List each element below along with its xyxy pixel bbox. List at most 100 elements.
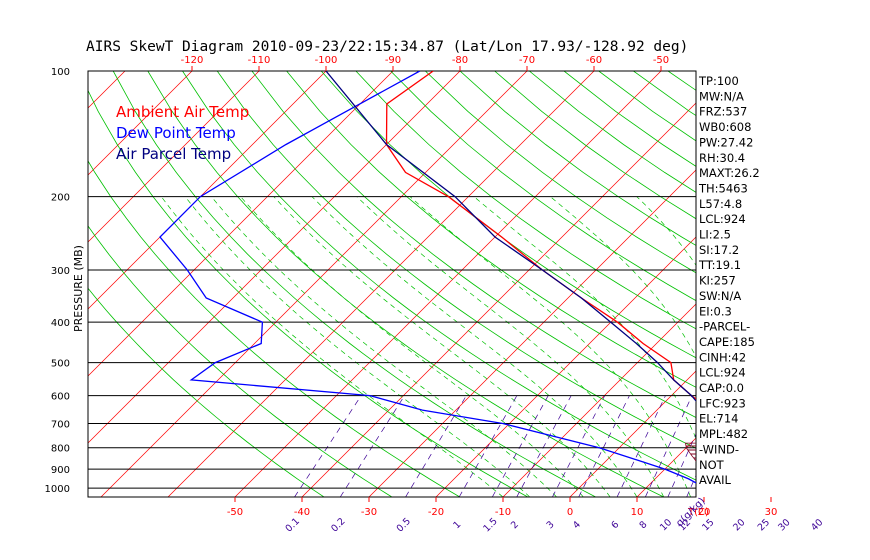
moist-adiabat-line xyxy=(311,196,638,497)
bottom-temp-label: 20 xyxy=(698,507,711,518)
pressure-tick-label: 700 xyxy=(51,420,70,431)
index-entry: KI:257 xyxy=(699,274,736,288)
top-temp-label: -100 xyxy=(315,55,338,66)
isotherm-line xyxy=(502,303,696,497)
index-entry: LCL:924 xyxy=(699,212,746,226)
mixing-ratio-label: 1.5 xyxy=(481,516,499,534)
top-temp-label: -70 xyxy=(519,55,535,66)
bottom-temp-unit: T(C) xyxy=(687,507,709,518)
legend-entry: Ambient Air Temp xyxy=(116,103,249,121)
y-axis-label: PRESSURE (MB) xyxy=(72,245,85,332)
isotherm-line xyxy=(569,370,696,497)
legend-entry: Air Parcel Temp xyxy=(116,145,231,163)
mixing-ratio-label: 0.1 xyxy=(284,516,302,534)
dry-adiabat-line xyxy=(737,71,870,497)
index-entry: EL:714 xyxy=(699,412,739,426)
isotherm-line xyxy=(88,71,193,176)
dry-adiabat-line xyxy=(772,71,870,497)
cape-shading xyxy=(685,442,696,462)
mixing-ratio-label: 40 xyxy=(809,517,825,533)
bottom-temp-label: 0 xyxy=(567,507,573,518)
top-temp-label: -90 xyxy=(385,55,401,66)
legend: Ambient Air Temp Dew Point Temp Air Parcel… xyxy=(116,103,249,163)
pressure-tick-label: 300 xyxy=(51,266,70,277)
moist-adiabat-line xyxy=(795,197,825,497)
index-entry: PW:27.42 xyxy=(699,135,753,149)
moist-adiabat-line xyxy=(473,196,696,440)
moist-adiabat-line xyxy=(409,196,691,497)
dry-adiabat-line xyxy=(807,71,870,497)
dry-adiabat-line xyxy=(88,160,461,497)
pressure-tick-label: 900 xyxy=(51,465,70,476)
index-entry: -WIND- xyxy=(699,442,739,456)
mixing-ratio-line xyxy=(405,395,467,497)
pressure-tick-label: 800 xyxy=(51,444,70,455)
dry-adiabat-line xyxy=(88,225,393,497)
isotherm-line xyxy=(100,71,528,497)
mixing-ratio-line xyxy=(819,396,854,497)
series-line-0 xyxy=(385,71,696,400)
dry-adiabat-line xyxy=(216,71,696,449)
dry-adiabat-line xyxy=(147,71,664,497)
dry-adiabat-line xyxy=(88,287,325,497)
index-entry: CAP:0.0 xyxy=(699,381,744,395)
dry-adiabat-line xyxy=(320,71,696,359)
bottom-temp-label: -50 xyxy=(227,507,243,518)
mixing-ratio-line xyxy=(578,395,630,497)
mixing-ratio-label: 8 xyxy=(638,519,650,531)
mixing-ratio-line xyxy=(339,395,405,497)
dry-adiabat-line xyxy=(286,71,696,388)
mixing-ratio-line xyxy=(766,396,805,497)
mixing-ratio-label: 4 xyxy=(571,519,583,531)
mixing-ratio-label: 2 xyxy=(509,519,521,531)
index-entry: TP:100 xyxy=(698,74,739,88)
moist-adiabat-line xyxy=(161,196,504,497)
index-entry: SW:N/A xyxy=(699,289,741,303)
mixing-ratio-line xyxy=(491,395,549,497)
mixing-ratio-label: 1 xyxy=(451,519,463,531)
index-entry: RH:30.4 xyxy=(699,151,745,165)
legend-entry: Dew Point Temp xyxy=(116,124,236,142)
mixing-ratio-label: 0.5 xyxy=(395,516,413,534)
series-line-2 xyxy=(325,71,696,402)
dry-adiabat-line xyxy=(390,71,696,302)
index-entry: MAXT:26.2 xyxy=(699,166,760,180)
moist-adiabat-line xyxy=(273,196,611,497)
isotherm-line xyxy=(88,71,461,444)
mixing-ratio-line xyxy=(616,395,666,497)
index-entry: LCL:924 xyxy=(699,366,746,380)
bottom-temp-label: -20 xyxy=(428,507,444,518)
mixing-ratio-line xyxy=(645,395,693,497)
mixing-ratio-label: 0.2 xyxy=(329,516,347,534)
isotherm-line xyxy=(88,71,394,377)
mixing-ratio-label: 10 xyxy=(658,517,674,533)
dry-adiabat-line xyxy=(182,71,696,481)
top-temp-label: -60 xyxy=(586,55,602,66)
pressure-tick-label: 400 xyxy=(51,318,70,329)
mixing-ratio-label: 15 xyxy=(700,517,716,533)
dry-adiabat-line xyxy=(355,71,696,330)
top-temp-label: -110 xyxy=(248,55,271,66)
mixing-ratio-line xyxy=(516,395,572,497)
index-entry: L57:4.8 xyxy=(699,197,742,211)
mixing-ratio-line xyxy=(741,396,781,497)
index-entry: TT:19.1 xyxy=(698,258,741,272)
bottom-temp-label: -30 xyxy=(361,507,377,518)
mixing-ratio-label: 20 xyxy=(731,517,747,533)
top-temp-label: -120 xyxy=(181,55,204,66)
isotherm-line xyxy=(636,437,696,497)
isotherm-line xyxy=(88,71,260,243)
isotherm-line xyxy=(301,102,696,497)
moist-adiabat-line xyxy=(550,196,696,358)
index-entry: -PARCEL- xyxy=(699,320,750,334)
moist-adiabat-line xyxy=(184,196,531,497)
isotherm-line xyxy=(0,71,58,497)
index-entry: EI:0.3 xyxy=(699,304,732,318)
bottom-temp-label: 30 xyxy=(765,507,778,518)
chart-title: AIRS SkewT Diagram 2010-09-23/22:15:34.8… xyxy=(86,39,688,55)
index-entry: LI:2.5 xyxy=(699,228,731,242)
index-entry: MW:N/A xyxy=(699,89,744,103)
mixing-ratio-line xyxy=(294,395,362,497)
isotherm-line xyxy=(167,71,595,497)
